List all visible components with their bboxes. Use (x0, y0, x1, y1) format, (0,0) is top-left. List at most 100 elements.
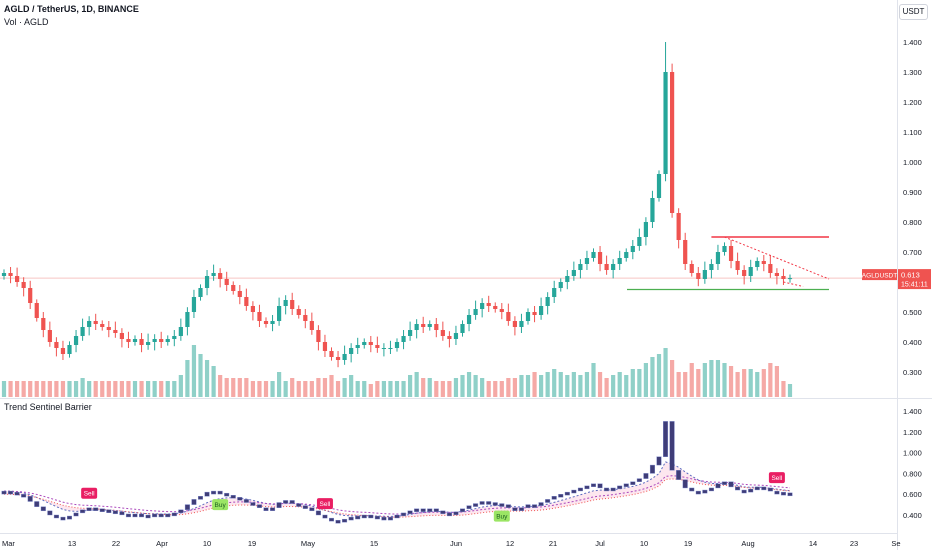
indicator-box (571, 489, 577, 494)
candle-body (637, 237, 642, 246)
volume-bar (558, 372, 563, 397)
sell-signal-label: Sell (320, 501, 331, 508)
candle-body (244, 297, 249, 306)
indicator-box (211, 490, 217, 495)
candle-body (237, 291, 242, 297)
candle-body (552, 288, 557, 297)
volume-bar (676, 372, 681, 397)
candle-body (322, 342, 328, 351)
indicator-box (27, 496, 33, 502)
chart-title[interactable]: AGLD / TetherUS, 1D, BINANCE (4, 4, 139, 14)
volume-label[interactable]: Vol · AGLD (4, 17, 49, 27)
candle-body (486, 303, 491, 306)
candle-body (696, 273, 701, 279)
indicator-box (538, 502, 544, 506)
indicator-box (139, 513, 145, 518)
price-tag-value: 0.613 (901, 271, 920, 280)
candle-body (73, 336, 79, 345)
volume-bar (480, 378, 485, 397)
volume-bar (683, 372, 688, 397)
indicator-box (505, 504, 511, 508)
candle-body (368, 342, 373, 345)
volume-bar (335, 381, 341, 397)
volume-bar (185, 360, 190, 397)
indicator-tick-label: 0.400 (903, 511, 922, 520)
time-tick-label: 14 (809, 539, 817, 548)
candle-body (1, 273, 7, 276)
candle-body (8, 273, 13, 276)
volume-bar (637, 369, 642, 397)
volume-bar (434, 381, 439, 397)
indicator-box (407, 510, 413, 515)
volume-bar (742, 369, 747, 397)
indicator-box (551, 496, 557, 500)
volume-bars (1, 345, 793, 397)
buy-signal-label: Buy (215, 502, 227, 509)
indicator-box (787, 492, 793, 497)
candle-body (87, 321, 92, 327)
volume-bar (447, 381, 452, 397)
candle-body (119, 333, 124, 339)
indicator-box (636, 478, 642, 482)
indicator-box (302, 505, 308, 509)
indicator-box (610, 487, 616, 492)
candle-body (689, 264, 694, 273)
volume-bar (60, 381, 66, 397)
indicator-box (754, 486, 760, 491)
candle-body (224, 279, 229, 285)
volume-bar (670, 360, 675, 397)
indicator-box (479, 501, 485, 505)
volume-bar (159, 381, 164, 397)
volume-bar (73, 381, 79, 397)
indicator-box (741, 489, 747, 494)
candle-body (15, 276, 20, 282)
buy-signal-badge (493, 510, 510, 522)
volume-bar (28, 381, 33, 397)
candle-body (388, 348, 393, 349)
candle-body (257, 312, 262, 321)
buy-signal-label: Buy (496, 514, 508, 521)
indicator-box (158, 513, 164, 518)
price-tick-label: 0.400 (903, 338, 922, 347)
indicator-title[interactable]: Trend Sentinel Barrier (4, 402, 92, 412)
indicator-box (66, 515, 72, 520)
indicator-box (8, 490, 14, 495)
indicator-box (106, 509, 112, 513)
volume-bar (250, 381, 255, 397)
time-tick-label: 23 (850, 539, 858, 548)
indicator-boxes (1, 421, 793, 524)
volume-bar (604, 378, 609, 397)
volume-bar (624, 375, 629, 397)
candle-body (41, 318, 46, 330)
volume-bar (106, 381, 111, 397)
candles (1, 42, 793, 368)
volume-bar (1, 381, 7, 397)
volume-bar (702, 363, 707, 397)
volume-bar (355, 381, 360, 397)
indicator-box (577, 487, 583, 492)
currency-button[interactable]: USDT (899, 4, 928, 20)
volume-bar (643, 363, 648, 397)
candle-body (172, 336, 177, 339)
indicator-box (656, 456, 662, 466)
candle-body (113, 330, 118, 333)
candle-body (54, 342, 59, 348)
indicator-box (21, 494, 27, 498)
volume-bar (761, 369, 766, 397)
candle-body (408, 330, 413, 336)
indicator-box (630, 481, 636, 485)
indicator-box (368, 514, 374, 519)
indicator-box (453, 511, 459, 516)
volume-bar (218, 375, 223, 397)
volume-bar (427, 378, 432, 397)
candle-body (519, 321, 524, 327)
volume-bar (113, 381, 118, 397)
volume-bar (591, 363, 596, 397)
volume-bar (584, 372, 590, 397)
price-tick-label: 0.700 (903, 248, 922, 257)
volume-bar (473, 375, 478, 397)
price-tick-label: 1.200 (903, 98, 922, 107)
indicator-box (440, 510, 446, 515)
volume-bar (15, 381, 20, 397)
